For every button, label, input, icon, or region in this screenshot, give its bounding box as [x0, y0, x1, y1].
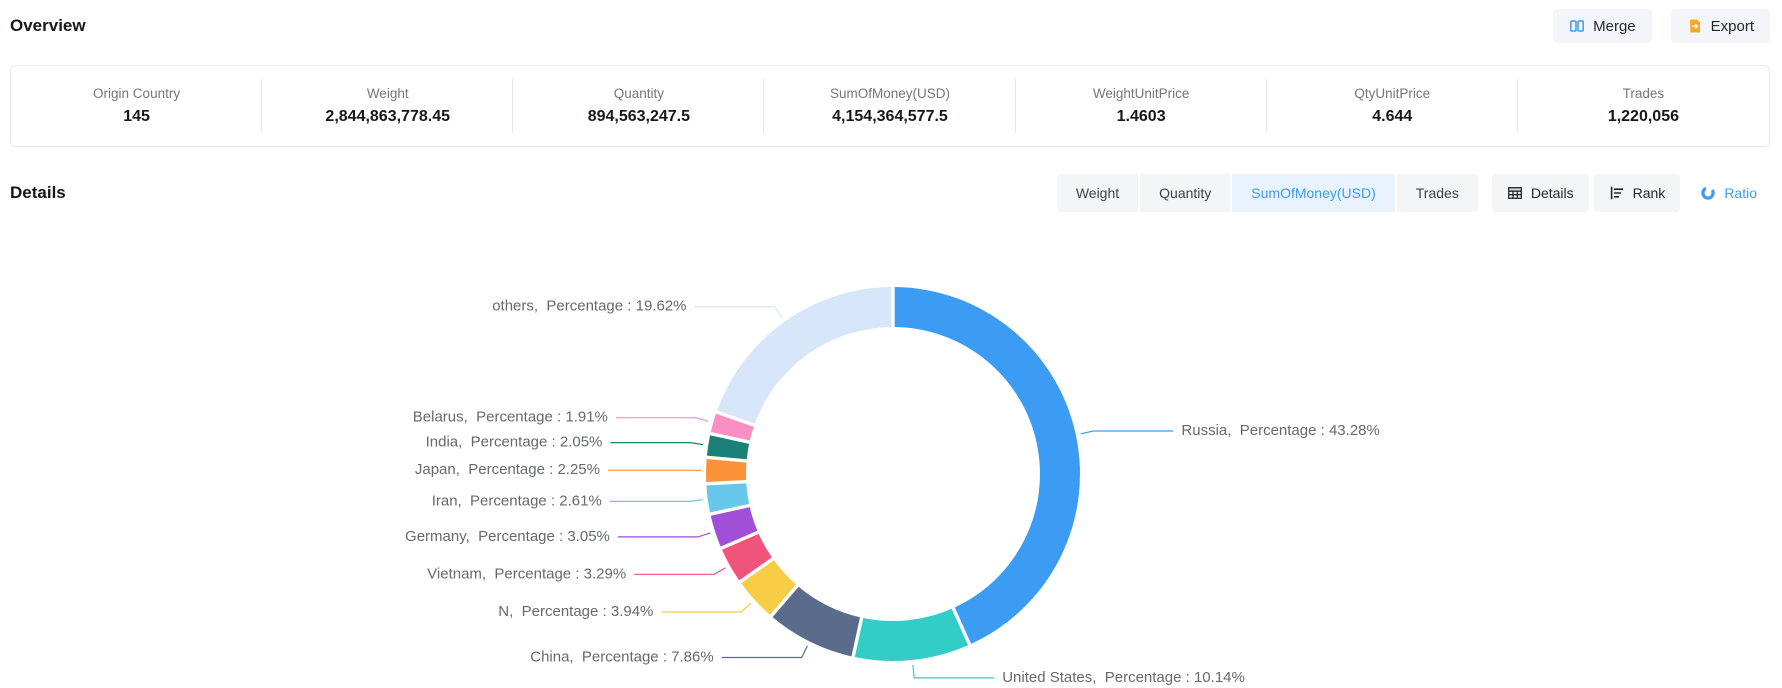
pie-label-others: others, Percentage : 19.62% — [492, 298, 686, 315]
export-button[interactable]: Export — [1671, 9, 1770, 43]
pie-slice-china[interactable] — [773, 587, 860, 657]
pie-leader-belarus — [616, 418, 709, 422]
pie-leader-germany — [618, 533, 710, 537]
stat-label: Trades — [1623, 87, 1665, 101]
stat-label: WeightUnitPrice — [1093, 87, 1190, 101]
top-actions: Merge Export — [1553, 9, 1770, 43]
ratio-icon — [1700, 185, 1716, 201]
pie-leader-others — [695, 307, 783, 318]
overview-stats-card: Origin Country 145 Weight 2,844,863,778.… — [10, 65, 1770, 147]
details-title: Details — [10, 183, 66, 203]
stat-value: 1.4603 — [1117, 109, 1166, 125]
view-button-ratio[interactable]: Ratio — [1685, 174, 1772, 212]
stat-value: 1,220,056 — [1608, 109, 1679, 125]
pie-slice-russia[interactable] — [895, 287, 1080, 644]
pie-slice-united-states[interactable] — [855, 609, 968, 661]
stat-value: 2,844,863,778.45 — [325, 109, 450, 125]
stat-item-weightunitprice: WeightUnitPrice 1.4603 — [1016, 66, 1267, 146]
stat-label: Quantity — [614, 87, 664, 101]
view-tab-group: Details Rank Ratio — [1492, 174, 1772, 212]
stat-item-origin-country: Origin Country 145 — [11, 66, 262, 146]
rank-icon — [1609, 185, 1625, 201]
stat-item-trades: Trades 1,220,056 — [1518, 66, 1769, 146]
merge-button[interactable]: Merge — [1553, 9, 1652, 43]
stat-value: 4.644 — [1372, 109, 1412, 125]
pie-leader-russia — [1081, 431, 1174, 434]
view-button-details[interactable]: Details — [1492, 174, 1589, 212]
stat-label: QtyUnitPrice — [1354, 87, 1430, 101]
tab-sumofmoney-usd[interactable]: SumOfMoney(USD) — [1232, 174, 1394, 212]
metric-tab-group: WeightQuantitySumOfMoney(USD)Trades — [1057, 174, 1478, 212]
pie-slice-others[interactable] — [717, 287, 891, 424]
tab-quantity[interactable]: Quantity — [1140, 174, 1230, 212]
pie-label-russia: Russia, Percentage : 43.28% — [1181, 422, 1379, 439]
pie-leader-china — [722, 646, 808, 658]
merge-button-label: Merge — [1593, 18, 1636, 35]
stat-value: 4,154,364,577.5 — [832, 109, 948, 125]
pie-label-china: China, Percentage : 7.86% — [530, 648, 713, 665]
stat-label: SumOfMoney(USD) — [830, 87, 950, 101]
overview-title: Overview — [10, 16, 86, 36]
top-bar: Overview Merge Export — [10, 0, 1770, 52]
stat-value: 894,563,247.5 — [588, 109, 690, 125]
pie-label-japan: Japan, Percentage : 2.25% — [415, 461, 600, 478]
tab-weight[interactable]: Weight — [1057, 174, 1138, 212]
view-button-label: Ratio — [1724, 185, 1757, 201]
pie-label-united-states: United States, Percentage : 10.14% — [1002, 669, 1245, 686]
table-icon — [1507, 185, 1523, 201]
stat-label: Weight — [367, 87, 409, 101]
pie-leader-united-states — [913, 665, 994, 678]
pie-leader-vietnam — [634, 568, 725, 574]
view-button-rank[interactable]: Rank — [1594, 174, 1681, 212]
export-button-label: Export — [1711, 18, 1754, 35]
pie-label-n: N, Percentage : 3.94% — [498, 603, 653, 620]
details-header-row: Details WeightQuantitySumOfMoney(USD)Tra… — [10, 170, 1772, 216]
export-icon — [1687, 18, 1703, 34]
stat-value: 145 — [123, 109, 150, 125]
stat-item-weight: Weight 2,844,863,778.45 — [262, 66, 513, 146]
pie-label-belarus: Belarus, Percentage : 1.91% — [413, 409, 608, 426]
pie-leader-india — [610, 443, 703, 445]
pie-leader-n — [661, 603, 751, 612]
tab-trades[interactable]: Trades — [1397, 174, 1478, 212]
stat-label: Origin Country — [93, 87, 180, 101]
stat-item-sumofmoney-usd: SumOfMoney(USD) 4,154,364,577.5 — [764, 66, 1015, 146]
pie-slice-iran[interactable] — [706, 483, 749, 512]
pie-label-germany: Germany, Percentage : 3.05% — [405, 528, 610, 545]
pie-label-iran: Iran, Percentage : 2.61% — [432, 492, 602, 509]
view-button-label: Rank — [1633, 185, 1666, 201]
stat-item-quantity: Quantity 894,563,247.5 — [513, 66, 764, 146]
details-controls: WeightQuantitySumOfMoney(USD)Trades Deta… — [1057, 174, 1772, 212]
pie-label-india: India, Percentage : 2.05% — [426, 434, 603, 451]
stat-item-qtyunitprice: QtyUnitPrice 4.644 — [1267, 66, 1518, 146]
pie-label-vietnam: Vietnam, Percentage : 3.29% — [427, 565, 626, 582]
view-button-label: Details — [1531, 185, 1574, 201]
merge-icon — [1569, 18, 1585, 34]
pie-leader-iran — [610, 500, 703, 502]
pie-slice-japan[interactable] — [706, 459, 746, 482]
